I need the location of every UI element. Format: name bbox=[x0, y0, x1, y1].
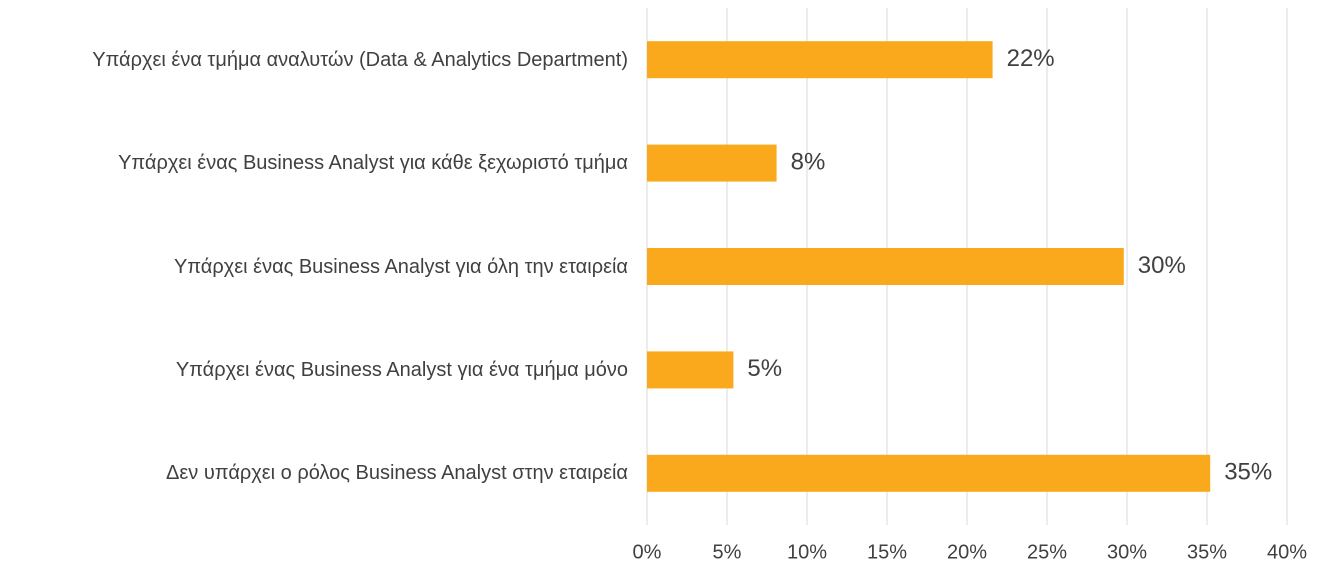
bar bbox=[647, 454, 1211, 492]
x-tick-label: 5% bbox=[713, 541, 742, 563]
data-label: 22% bbox=[1007, 45, 1055, 72]
x-tick-label: 15% bbox=[867, 541, 907, 563]
bar bbox=[647, 41, 993, 79]
x-tick-label: 10% bbox=[787, 541, 827, 563]
x-tick-label: 40% bbox=[1267, 541, 1307, 563]
x-tick-label: 0% bbox=[633, 541, 662, 563]
bar bbox=[647, 248, 1124, 285]
y-tick-label: Υπάρχει ένας Business Analyst για κάθε ξ… bbox=[3, 151, 628, 175]
category-text: Δεν υπάρχει ο ρόλος Business Analyst στη… bbox=[166, 462, 628, 485]
data-label: 35% bbox=[1224, 459, 1272, 486]
category-text: Υπάρχει ένας Business Analyst για κάθε ξ… bbox=[118, 152, 628, 175]
bar bbox=[647, 351, 734, 389]
x-tick-label: 30% bbox=[1107, 541, 1147, 563]
category-text: Υπάρχει ένα τμήμα αναλυτών (Data & Analy… bbox=[92, 48, 628, 71]
x-tick-label: 25% bbox=[1027, 541, 1067, 563]
category-text: Υπάρχει ένας Business Analyst για ένα τμ… bbox=[175, 358, 628, 381]
y-tick-label: Δεν υπάρχει ο ρόλος Business Analyst στη… bbox=[3, 461, 628, 485]
data-label: 8% bbox=[791, 148, 826, 175]
y-tick-label: Υπάρχει ένας Business Analyst για όλη τη… bbox=[3, 255, 628, 279]
bar bbox=[647, 144, 777, 182]
y-tick-label: Υπάρχει ένα τμήμα αναλυτών (Data & Analy… bbox=[3, 48, 628, 72]
y-tick-label: Υπάρχει ένας Business Analyst για ένα τμ… bbox=[3, 358, 628, 382]
category-text: Υπάρχει ένας Business Analyst για όλη τη… bbox=[173, 255, 628, 278]
x-tick-label: 20% bbox=[947, 541, 987, 563]
x-tick-label: 35% bbox=[1187, 541, 1227, 563]
data-label: 5% bbox=[747, 355, 782, 382]
data-label: 30% bbox=[1138, 252, 1186, 279]
